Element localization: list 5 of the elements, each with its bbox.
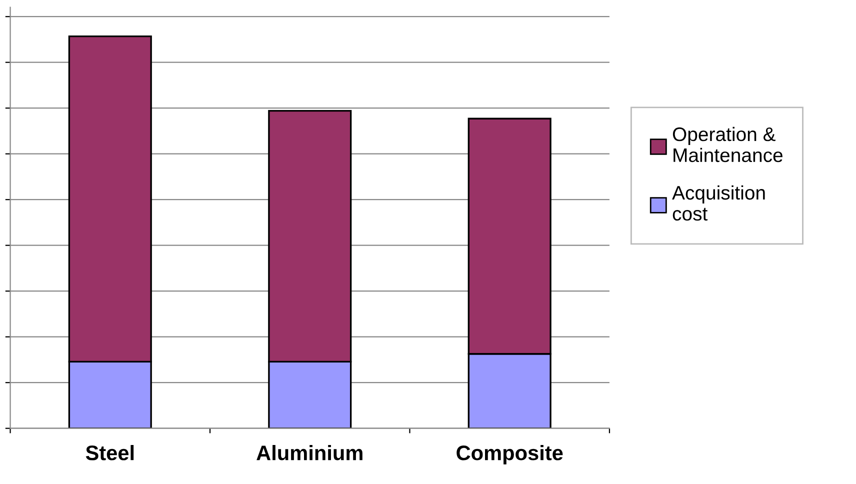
x-tick-label: Composite xyxy=(456,445,563,464)
legend-label: Operation & Maintenance xyxy=(672,126,782,162)
x-tick-label: Aluminium xyxy=(256,445,362,460)
x-tick-label: Steel xyxy=(86,445,134,460)
legend-label: Acquisition cost xyxy=(672,185,765,221)
